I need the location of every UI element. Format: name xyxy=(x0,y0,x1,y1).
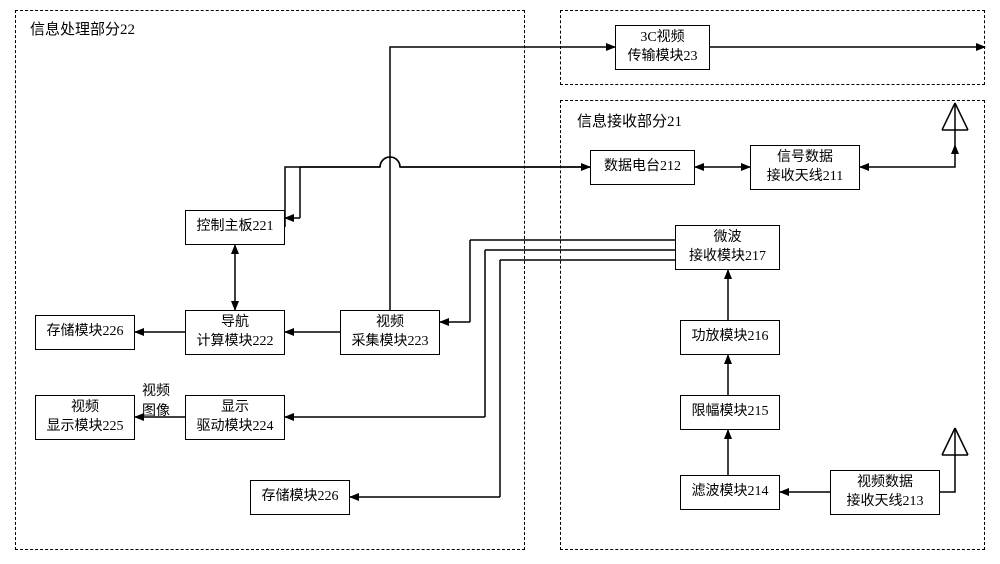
box-line: 存储模块226 xyxy=(47,323,124,341)
box-line: 功放模块216 xyxy=(692,328,769,346)
box-nav-calc-222: 导航 计算模块222 xyxy=(185,310,285,355)
box-line: 显示模块225 xyxy=(47,418,124,436)
box-storage-226-b: 存储模块226 xyxy=(250,480,350,515)
box-display-driver-224: 显示 驱动模块224 xyxy=(185,395,285,440)
box-video-capture-223: 视频 采集模块223 xyxy=(340,310,440,355)
label-line: 视频 xyxy=(142,380,170,400)
box-line: 接收模块217 xyxy=(689,248,766,266)
box-line: 微波 xyxy=(714,229,742,247)
box-data-radio-212: 数据电台212 xyxy=(590,150,695,185)
box-mainboard-221: 控制主板221 xyxy=(185,210,285,245)
box-filter-214: 滤波模块214 xyxy=(680,475,780,510)
box-line: 导航 xyxy=(221,314,249,332)
region-processing xyxy=(15,10,525,550)
box-line: 视频数据 xyxy=(857,474,913,492)
region-processing-label: 信息处理部分22 xyxy=(28,18,137,39)
region-receiving-label: 信息接收部分21 xyxy=(575,110,684,131)
box-line: 3C视频 xyxy=(640,29,684,47)
box-line: 视频 xyxy=(376,314,404,332)
box-line: 存储模块226 xyxy=(262,488,339,506)
box-line: 显示 xyxy=(221,399,249,417)
box-line: 驱动模块224 xyxy=(197,418,274,436)
box-amp-216: 功放模块216 xyxy=(680,320,780,355)
box-line: 信号数据 xyxy=(777,149,833,167)
box-limiter-215: 限幅模块215 xyxy=(680,395,780,430)
box-video-antenna-213: 视频数据 接收天线213 xyxy=(830,470,940,515)
box-line: 视频 xyxy=(71,399,99,417)
box-line: 控制主板221 xyxy=(197,218,274,236)
box-line: 接收天线211 xyxy=(767,168,843,186)
box-signal-antenna-211: 信号数据 接收天线211 xyxy=(750,145,860,190)
box-3c-video-transmit-23: 3C视频 传输模块23 xyxy=(615,25,710,70)
box-video-display-225: 视频 显示模块225 xyxy=(35,395,135,440)
box-line: 接收天线213 xyxy=(847,493,924,511)
box-line: 采集模块223 xyxy=(352,333,429,351)
box-line: 数据电台212 xyxy=(604,158,681,176)
box-line: 限幅模块215 xyxy=(692,403,769,421)
box-line: 计算模块222 xyxy=(197,333,274,351)
box-microwave-rx-217: 微波 接收模块217 xyxy=(675,225,780,270)
box-storage-226-a: 存储模块226 xyxy=(35,315,135,350)
box-line: 滤波模块214 xyxy=(692,483,769,501)
box-line: 传输模块23 xyxy=(628,48,698,66)
label-video-image: 视频 图像 xyxy=(142,380,170,420)
label-line: 图像 xyxy=(142,400,170,420)
